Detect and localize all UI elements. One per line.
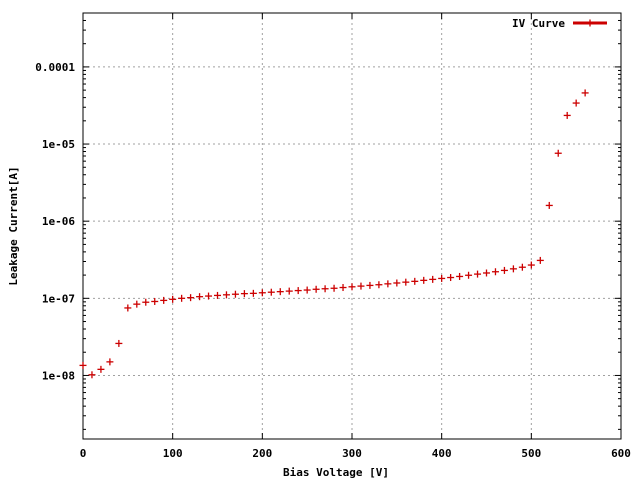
- data-point: [465, 271, 473, 279]
- data-point: [115, 339, 123, 347]
- legend: IV Curve: [512, 17, 607, 30]
- legend-plus-marker: [586, 19, 594, 27]
- data-point: [429, 275, 437, 283]
- data-point: [169, 295, 177, 303]
- data-point: [106, 358, 114, 366]
- data-point: [491, 268, 499, 276]
- x-tick-label: 400: [432, 447, 452, 460]
- data-point: [267, 288, 275, 296]
- data-point: [348, 283, 356, 291]
- x-tick-label: 600: [611, 447, 631, 460]
- data-point: [214, 291, 221, 299]
- x-tick-label: 0: [80, 447, 87, 460]
- data-point: [97, 365, 105, 373]
- data-point: [303, 286, 311, 294]
- data-point: [222, 291, 230, 299]
- x-tick-label: 100: [163, 447, 183, 460]
- y-tick-label: 1e-05: [42, 138, 75, 151]
- data-point: [240, 290, 248, 298]
- data-points: [79, 89, 589, 379]
- x-tick-label: 200: [252, 447, 272, 460]
- data-point: [500, 266, 508, 274]
- data-point: [483, 269, 490, 277]
- data-point: [294, 287, 302, 295]
- x-tick-label: 300: [342, 447, 362, 460]
- data-point: [276, 288, 284, 296]
- data-point: [518, 263, 526, 271]
- y-tick-label: 1e-06: [42, 215, 75, 228]
- data-point: [124, 304, 132, 312]
- x-tick-labels: 0 100 200 300 400 500 600: [80, 447, 631, 460]
- data-point: [321, 285, 329, 293]
- data-point: [258, 289, 266, 297]
- data-point: [88, 371, 96, 379]
- data-point: [205, 292, 213, 300]
- data-point: [438, 274, 446, 282]
- data-point: [393, 279, 401, 287]
- data-point: [563, 111, 571, 119]
- y-tick-label: 0.0001: [35, 61, 75, 74]
- data-point: [384, 280, 392, 288]
- data-point: [366, 281, 374, 289]
- data-point: [312, 285, 320, 293]
- data-point: [527, 261, 535, 269]
- y-tick-labels: 1e-08 1e-07 1e-06 1e-05 0.0001: [35, 61, 75, 383]
- data-point: [196, 293, 204, 301]
- data-point: [160, 296, 168, 304]
- data-point: [79, 361, 87, 369]
- data-point: [411, 277, 419, 285]
- data-point: [285, 287, 293, 295]
- data-point: [151, 297, 159, 305]
- legend-label: IV Curve: [512, 17, 565, 30]
- plot-frame: [82, 12, 622, 440]
- data-point: [178, 294, 186, 302]
- x-axis-title: Bias Voltage [V]: [283, 466, 389, 479]
- grid-lines: [83, 13, 621, 439]
- data-point: [133, 300, 141, 308]
- legend-marker-plus: [586, 19, 594, 27]
- data-point: [339, 284, 347, 292]
- y-axis-title: Leakage Current[A]: [7, 166, 20, 285]
- data-point: [554, 149, 562, 157]
- data-point: [545, 201, 553, 209]
- data-point: [509, 265, 517, 273]
- data-point: [456, 272, 464, 280]
- y-tick-label: 1e-08: [42, 369, 75, 382]
- data-point: [375, 281, 383, 289]
- data-point: [231, 290, 239, 298]
- y-tick-label: 1e-07: [42, 292, 75, 305]
- data-point: [572, 99, 580, 107]
- data-point: [187, 294, 195, 302]
- data-point: [330, 284, 338, 292]
- data-point: [420, 276, 428, 284]
- data-point: [581, 89, 589, 97]
- data-point: [402, 278, 410, 286]
- data-point: [249, 289, 257, 297]
- data-point: [474, 270, 482, 278]
- data-point: [536, 256, 544, 264]
- data-point: [357, 282, 365, 290]
- x-tick-label: 500: [521, 447, 541, 460]
- data-point: [447, 274, 455, 282]
- data-point: [142, 298, 150, 306]
